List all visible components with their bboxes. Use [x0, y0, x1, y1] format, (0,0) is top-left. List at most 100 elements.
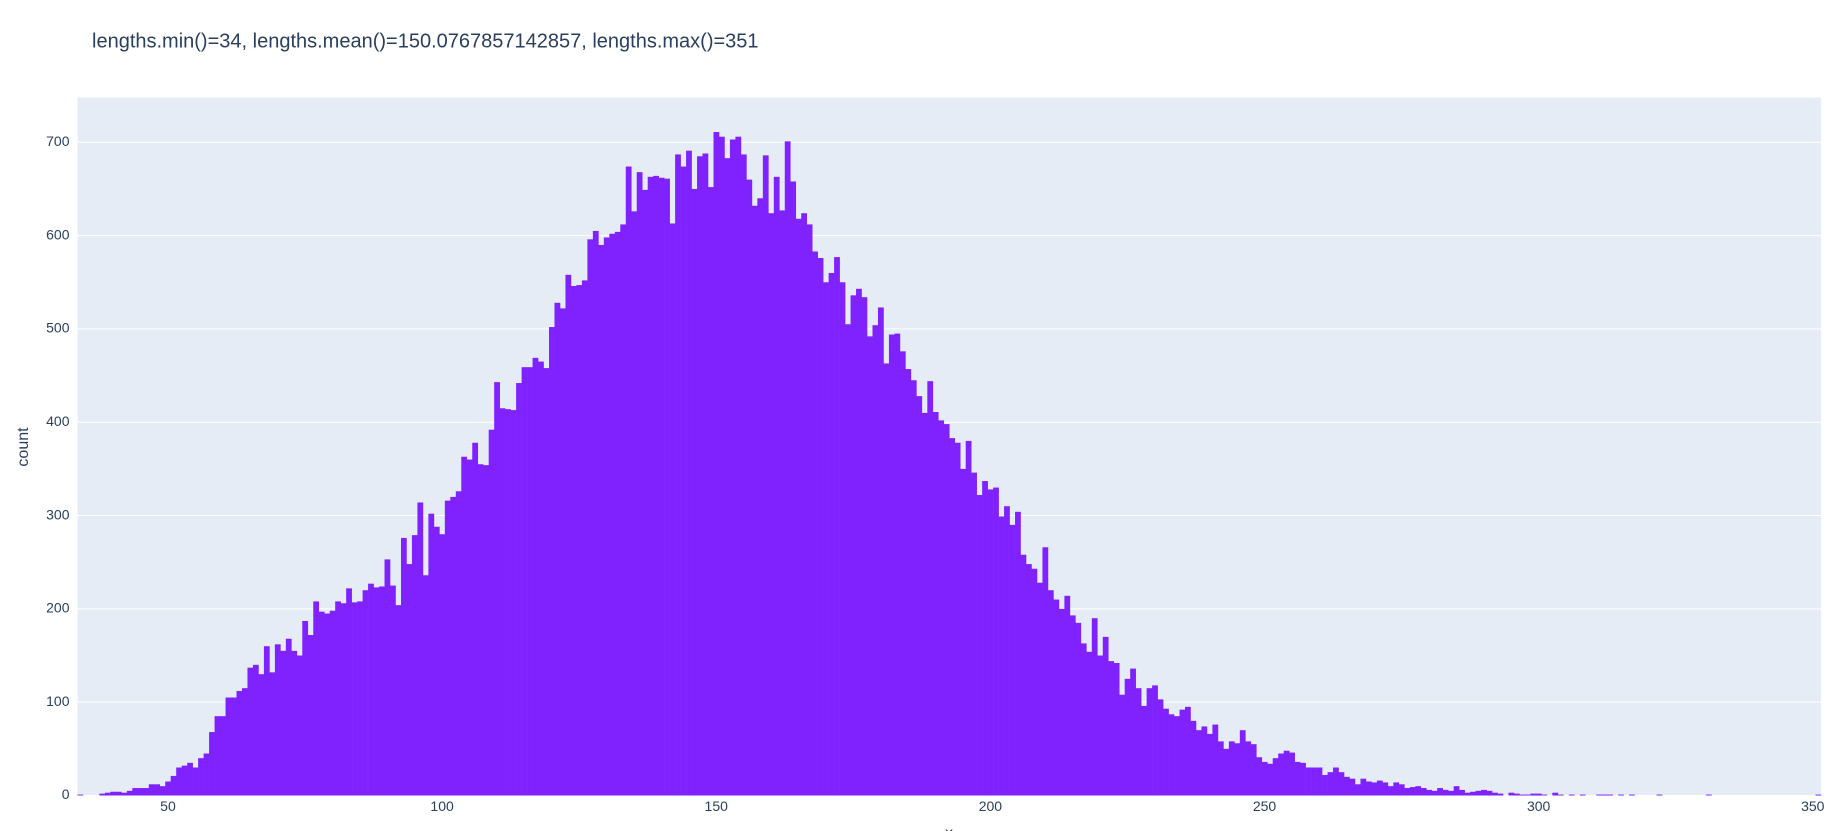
bar — [1618, 794, 1624, 796]
bar — [899, 351, 906, 796]
bar — [713, 132, 720, 796]
bar — [916, 396, 923, 796]
bar — [1344, 776, 1350, 796]
bar — [192, 767, 199, 796]
bar — [779, 210, 786, 796]
bar — [943, 424, 950, 796]
bar — [845, 324, 851, 796]
bar — [1333, 767, 1339, 796]
bar — [1601, 794, 1608, 796]
bar — [1026, 564, 1032, 796]
bar — [1481, 789, 1487, 796]
bar — [993, 487, 999, 796]
bar — [1130, 668, 1136, 796]
bar — [1568, 794, 1575, 796]
bar — [949, 438, 956, 796]
bar — [675, 154, 681, 796]
bar — [241, 688, 248, 796]
bar — [472, 442, 479, 796]
bar — [1464, 792, 1471, 796]
bar — [1053, 599, 1060, 796]
x-tick-label: 150 — [705, 798, 729, 814]
bar — [269, 672, 276, 796]
bar — [274, 644, 281, 796]
bar — [362, 590, 369, 796]
bar — [1322, 774, 1328, 796]
bar — [1168, 714, 1175, 796]
bar — [1075, 622, 1082, 796]
bar — [285, 638, 292, 796]
bar — [1338, 772, 1345, 796]
bar — [647, 176, 654, 796]
bar — [762, 155, 769, 796]
bar — [110, 791, 117, 796]
bar — [1223, 748, 1230, 796]
bar — [1097, 655, 1104, 796]
bar — [1179, 709, 1186, 796]
bar — [1091, 618, 1098, 796]
bar — [433, 526, 440, 796]
bar — [181, 765, 188, 796]
bar — [1185, 706, 1191, 796]
bar — [494, 382, 500, 796]
bar — [702, 153, 709, 796]
bar — [1376, 780, 1383, 796]
bar — [1009, 524, 1016, 796]
bar — [307, 634, 314, 796]
y-tick-label: 300 — [46, 506, 70, 522]
bar — [1629, 794, 1635, 796]
bar — [1190, 720, 1197, 796]
bar — [1420, 788, 1427, 796]
bar — [768, 213, 775, 796]
bar — [653, 175, 659, 796]
bar — [187, 762, 193, 796]
bar — [280, 650, 287, 796]
bar — [291, 650, 298, 796]
bar — [620, 224, 627, 796]
bar — [263, 646, 270, 796]
bar — [231, 697, 237, 796]
bar — [121, 792, 128, 796]
bar — [1239, 730, 1246, 796]
bar — [400, 537, 407, 796]
bar — [746, 179, 753, 796]
bar — [1206, 733, 1213, 796]
bar — [455, 491, 462, 796]
bar — [1163, 708, 1169, 796]
bar — [812, 251, 818, 796]
bar — [971, 472, 977, 796]
bar — [1579, 794, 1586, 796]
bar — [1382, 782, 1389, 796]
bar — [132, 788, 139, 796]
bar — [137, 788, 144, 796]
bar — [669, 223, 676, 796]
bar — [379, 586, 385, 796]
bar — [417, 502, 424, 796]
bar — [1387, 786, 1394, 796]
bar — [658, 177, 665, 796]
bar — [790, 181, 797, 796]
bar — [1607, 794, 1613, 796]
bar — [1015, 511, 1021, 796]
bar — [1705, 794, 1712, 796]
bar — [313, 601, 320, 796]
bar — [1535, 793, 1542, 796]
bar — [982, 481, 988, 796]
bar — [1426, 789, 1433, 796]
bar — [450, 496, 457, 796]
bar — [115, 791, 122, 796]
bar — [888, 334, 895, 796]
bar — [1047, 590, 1054, 796]
bar — [1152, 685, 1158, 796]
bar — [1437, 788, 1443, 796]
bar — [614, 231, 621, 796]
bar — [1108, 661, 1115, 796]
bar — [1289, 752, 1295, 796]
bar — [302, 621, 309, 796]
bar — [636, 172, 643, 796]
bar — [532, 357, 539, 796]
bar — [724, 158, 731, 796]
bar — [1064, 595, 1071, 796]
